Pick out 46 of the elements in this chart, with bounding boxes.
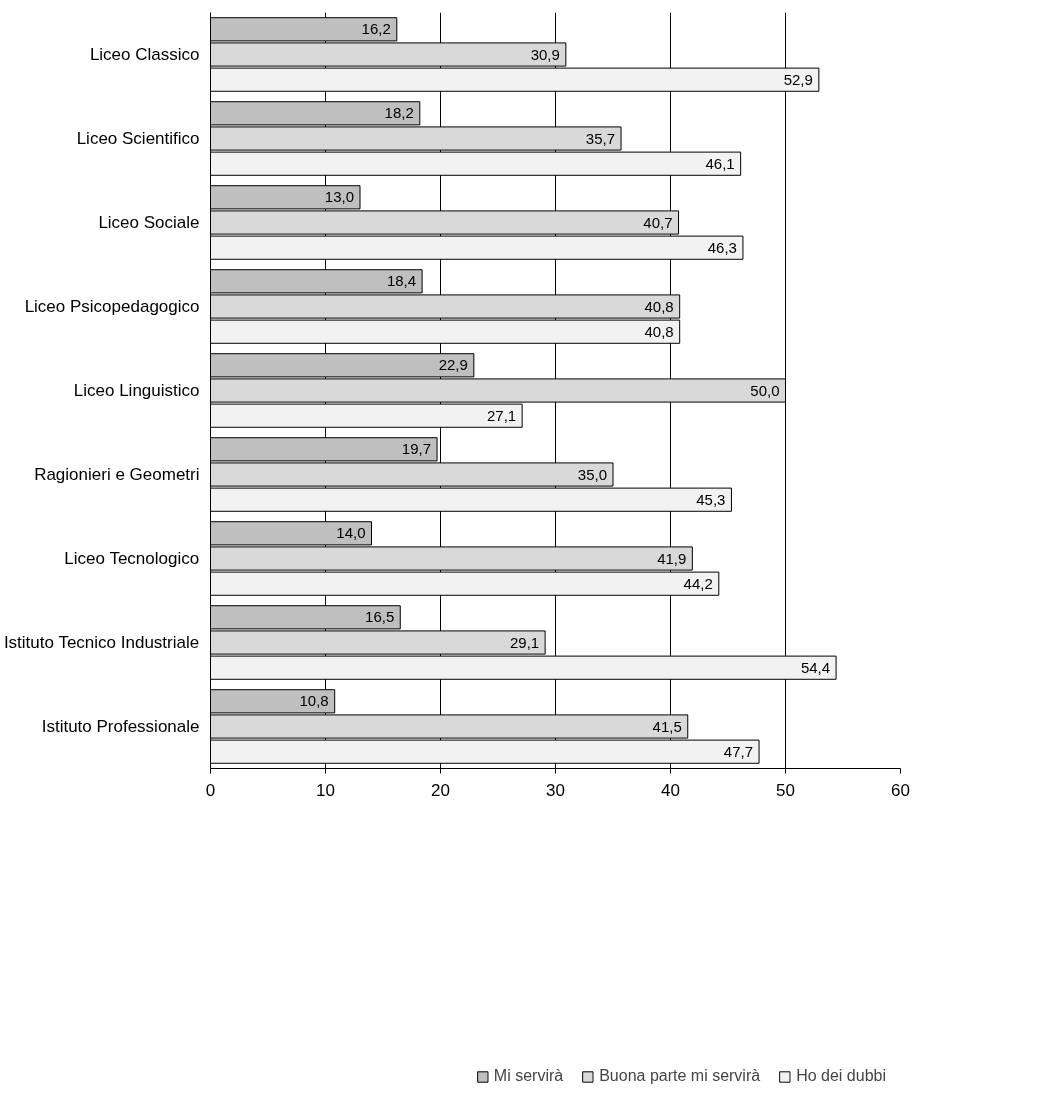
x-tick-label: 60	[891, 780, 910, 800]
data-label: 18,2	[384, 104, 414, 122]
data-label: 10,8	[299, 692, 329, 710]
legend-label: Buona parte mi servirà	[599, 1067, 761, 1085]
x-tick-label: 0	[205, 780, 216, 800]
data-label: 35,0	[577, 465, 608, 483]
data-label: 18,4	[386, 272, 417, 290]
legend-label: Mi servirà	[493, 1067, 564, 1085]
data-label: 22,9	[438, 356, 468, 374]
x-tick-label: 50	[776, 780, 795, 800]
y-tick-label: Liceo Psicopedagogico	[24, 297, 200, 316]
data-label: 44,2	[683, 574, 713, 592]
data-label: 52,9	[783, 70, 813, 88]
y-tick-label: Liceo Sociale	[98, 213, 200, 232]
data-label: 41,9	[657, 549, 687, 567]
data-label: 29,1	[509, 633, 540, 651]
y-tick-label: Ragionieri e Geometri	[34, 465, 200, 484]
data-label: 47,7	[723, 742, 754, 760]
x-tick-label: 40	[661, 780, 680, 800]
data-label: 16,5	[365, 608, 395, 626]
data-label: 41,5	[652, 717, 682, 735]
data-label: 50,0	[750, 381, 780, 399]
y-tick-label: Liceo Classico	[89, 45, 200, 64]
data-label: 30,9	[530, 45, 560, 63]
data-label: 35,7	[585, 129, 616, 147]
data-label: 16,2	[361, 20, 391, 38]
data-label: 46,1	[705, 154, 735, 172]
y-tick-label: Istituto Professionale	[41, 717, 200, 736]
data-label: 46,3	[707, 238, 737, 256]
data-label: 40,8	[644, 297, 674, 315]
x-tick-label: 20	[431, 780, 450, 800]
y-tick-label: Liceo Linguistico	[73, 381, 200, 400]
data-label: 13,0	[324, 188, 355, 206]
y-tick-label: Istituto Tecnico Industriale	[3, 633, 200, 652]
y-tick-label: Liceo Scientifico	[76, 129, 200, 148]
data-label: 40,8	[644, 322, 674, 340]
data-label: 14,0	[336, 524, 366, 542]
legend-label: Ho dei dubbi	[796, 1067, 886, 1085]
y-tick-label: Liceo Tecnologico	[64, 549, 200, 568]
data-label: 40,7	[643, 213, 673, 231]
x-tick-label: 30	[546, 780, 565, 800]
data-label: 45,3	[696, 490, 726, 508]
data-label: 54,4	[800, 658, 831, 676]
data-label: 27,1	[486, 406, 517, 424]
x-tick-label: 10	[316, 780, 335, 800]
data-label: 19,7	[401, 440, 432, 458]
